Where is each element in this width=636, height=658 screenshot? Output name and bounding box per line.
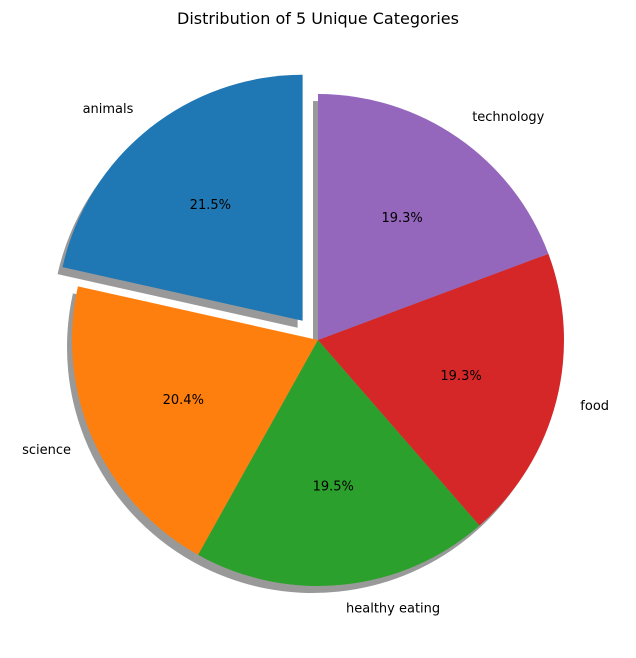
pie-slice-science [71,286,318,555]
slice-label-healthy-eating: healthy eating [346,602,440,617]
slice-percent-animals: 21.5% [190,198,231,213]
pie-slice-technology [318,94,549,340]
slice-percent-healthy-eating: 19.5% [313,479,354,494]
pie-slice-animals [62,74,303,321]
slice-label-technology: technology [472,110,544,125]
slice-label-food: food [580,399,609,414]
slice-label-science: science [22,443,71,458]
slice-label-animals: animals [83,102,134,117]
slice-labels: animals 21.5% science 20.4% healthy eating 19… [22,102,609,617]
slice-percent-science: 20.4% [163,393,204,408]
pie-slice-food [318,253,564,526]
chart-title: Distribution of 5 Unique Categories [177,9,459,28]
slice-percent-food: 19.3% [440,369,481,384]
pie-slice-healthy-eating [198,340,480,586]
pie-slices [62,74,564,586]
slice-percent-technology: 19.3% [381,211,422,226]
